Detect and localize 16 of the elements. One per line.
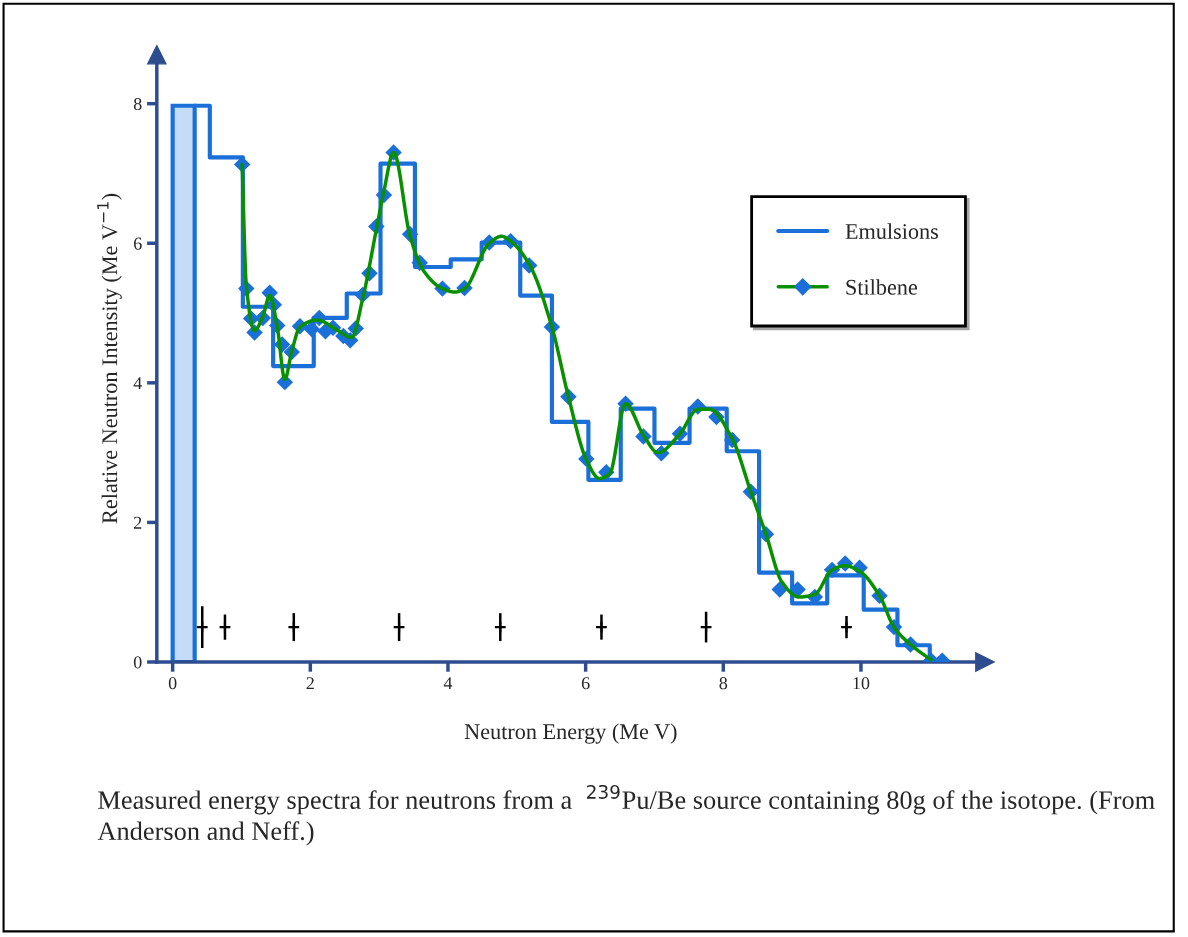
x-axis-title: Neutron Energy (Me V) xyxy=(464,723,677,744)
x-tick-label: 6 xyxy=(581,677,590,690)
y-tick-label: 8 xyxy=(133,97,142,111)
x-tick-label: 2 xyxy=(306,677,314,690)
x-tick-label: 0 xyxy=(168,677,177,690)
legend-label: Stilbene xyxy=(846,279,918,295)
y-tick-label: 4 xyxy=(133,377,142,390)
x-tick-label: 4 xyxy=(443,677,453,690)
x-tick-label: 10 xyxy=(853,677,870,690)
y-tick-label: 6 xyxy=(133,237,142,250)
y-tick-label: 0 xyxy=(133,656,142,669)
legend-label: Emulsions xyxy=(845,223,938,239)
y-tick-label: 2 xyxy=(134,516,142,529)
text: Measured energy spectra for neutrons from a $^{239}$Pu/Be source containing 80g of the isotope. (From Anderson and Neff.) xyxy=(97,784,1155,846)
x-tick-label: 8 xyxy=(719,677,728,690)
y-axis-title: Relative Neutron Intensity (Me V$^{−1}$) xyxy=(97,193,122,524)
